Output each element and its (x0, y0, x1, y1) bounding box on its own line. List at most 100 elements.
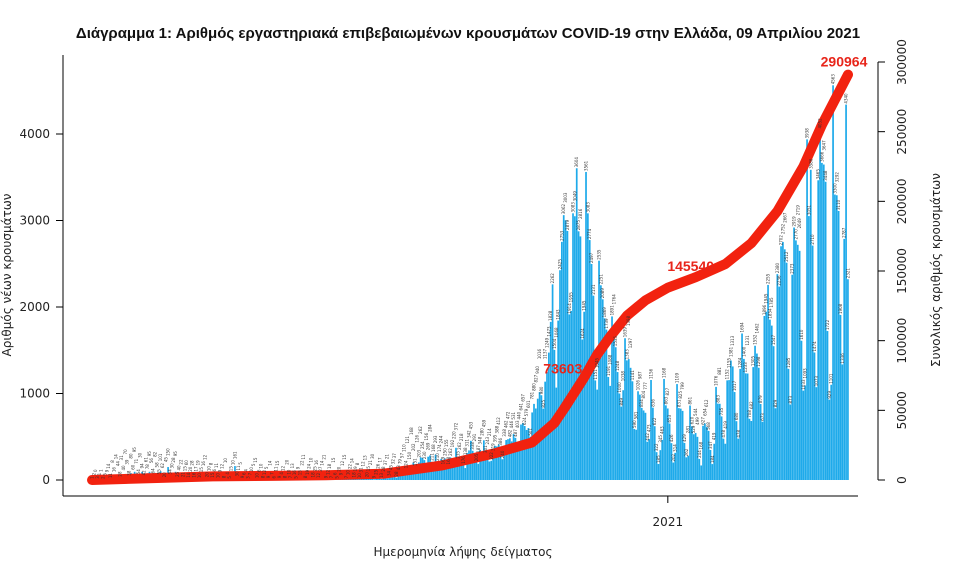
y-left-tick-label: 3000 (19, 214, 50, 228)
bar-label: 28 (381, 466, 386, 472)
bar (503, 450, 506, 480)
bar-label: 1504 (552, 338, 557, 349)
bar-label: 419 (723, 421, 728, 429)
bar (800, 340, 803, 480)
bar-label: 1694 (740, 322, 745, 333)
bar-label: 641 (518, 402, 523, 410)
bar (834, 194, 836, 481)
bar-label: 482 (507, 429, 512, 437)
chart-title: Διάγραμμα 1: Αριθμός εργαστηριακά επιβεβ… (76, 25, 860, 42)
y-right-tick-label: 150000 (895, 248, 909, 294)
bar (375, 477, 377, 480)
bar-label: 60 (184, 460, 189, 466)
bar (826, 331, 829, 480)
bar-label: 9 (218, 469, 223, 472)
bar (776, 274, 779, 480)
bar-label: 929 (827, 391, 832, 399)
bar-label: 1285 (786, 357, 791, 368)
bar (358, 479, 361, 480)
bar-label: 10 (309, 457, 314, 463)
bar-label: 168 (409, 427, 414, 435)
bar (770, 325, 773, 480)
bar-label: 3561 (583, 160, 588, 171)
bar-label: 478 (736, 430, 741, 438)
bar-label: 440 (517, 411, 522, 419)
bar (475, 462, 478, 480)
bar (509, 438, 511, 480)
bar (451, 463, 454, 480)
bar (808, 216, 810, 480)
y-right-tick-label: 50000 (895, 391, 909, 429)
bar (549, 321, 552, 480)
bar (678, 408, 680, 480)
bar (445, 466, 448, 480)
bar (624, 338, 626, 480)
bar-label: 1474 (812, 341, 817, 352)
bar-label: 429 (682, 434, 687, 442)
bar (416, 469, 418, 480)
bar (614, 347, 617, 480)
bar-label: 244 (697, 450, 702, 458)
bar-label: 222 (489, 452, 494, 460)
bar (759, 403, 762, 480)
bar-label: 28 (117, 471, 122, 477)
bar-label: 1336 (840, 353, 845, 364)
bar-label: 3586 (808, 158, 813, 169)
bar-label: 202 (411, 443, 416, 451)
bar-label: 20 (205, 472, 210, 478)
bar-label: 4563 (831, 74, 836, 85)
bar (633, 428, 636, 480)
bar-label: 61 (143, 457, 148, 463)
y-right-tick-label: 250000 (895, 109, 909, 155)
bar (388, 477, 390, 480)
bar (659, 450, 662, 480)
bar (577, 231, 580, 480)
bar (718, 403, 721, 480)
bar-label: 24 (307, 463, 312, 469)
bar (479, 449, 481, 480)
bar (453, 460, 455, 480)
bar (514, 437, 517, 480)
bar-label: 11 (236, 465, 241, 471)
bar-label: 25 (175, 471, 180, 477)
x-axis-label: Ημερομηνία λήψης δείγματος (373, 545, 552, 559)
bar-label: 1945 (764, 293, 769, 304)
bar-label: 338 (470, 442, 475, 450)
bar-label: 19 (195, 460, 200, 466)
bar-label: 1017 (732, 380, 737, 391)
bar-label: 262 (457, 442, 462, 450)
bar-label: 10 (258, 463, 263, 469)
bar-label: 881 (717, 367, 722, 375)
bar-label: 230 (422, 451, 427, 459)
bar-label: 60 (130, 464, 135, 470)
bar-label: 54 (136, 469, 141, 475)
bar (501, 459, 504, 480)
bar (520, 424, 522, 480)
bar-label: 499 (695, 417, 700, 425)
bar (401, 475, 403, 480)
bar (581, 339, 584, 480)
bar (733, 392, 736, 480)
bar-label: 568 (706, 422, 711, 430)
bar-label: 2753 (559, 230, 564, 241)
bar-label: 1764 (611, 294, 616, 305)
bar (713, 443, 716, 480)
bar-label: 45 (164, 457, 169, 463)
bar-label: 1151 (593, 369, 598, 380)
bar-label: 777 (643, 382, 648, 390)
bar-label: 10 (255, 473, 260, 479)
bar (847, 279, 849, 480)
bar-label: 2719 (795, 205, 800, 216)
bar (618, 393, 621, 480)
bar-label: 18 (327, 463, 332, 469)
bar-label: 3083 (585, 202, 590, 213)
bar-label: 244 (439, 435, 444, 443)
bar-label: 2089 (600, 288, 605, 299)
bar (692, 434, 695, 480)
bar-label: 579 (524, 408, 529, 416)
bar-label: 2251 (598, 274, 603, 285)
bar-label: 20 (336, 466, 341, 472)
bar-label: 21 (385, 454, 390, 460)
bar (542, 408, 545, 480)
bar-label: 322 (654, 443, 659, 451)
